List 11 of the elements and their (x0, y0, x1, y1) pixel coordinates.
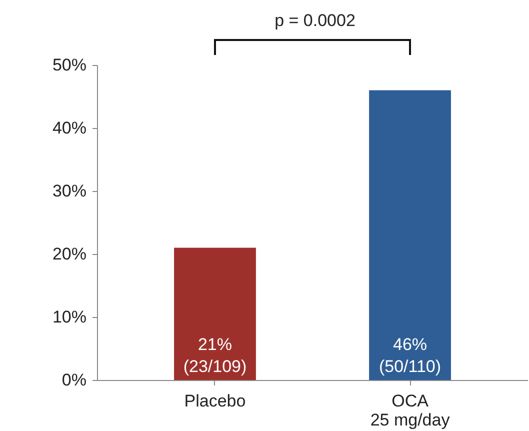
y-tick-label: 20% (52, 244, 86, 264)
y-tick-label: 40% (52, 118, 86, 138)
y-tick-label: 30% (52, 182, 86, 200)
x-tick-label: OCA 25 mg/day (370, 392, 450, 430)
y-tick-label: 0% (62, 370, 86, 390)
text: p = 0.0002 (274, 11, 356, 30)
x-tick-label: Placebo (184, 392, 246, 410)
y-tick-label: 50% (52, 56, 86, 74)
data-label: 21% (23/109) (183, 335, 247, 376)
data-label: 46% (50/110) (378, 335, 442, 376)
y-tick-label: 10% (52, 308, 86, 326)
